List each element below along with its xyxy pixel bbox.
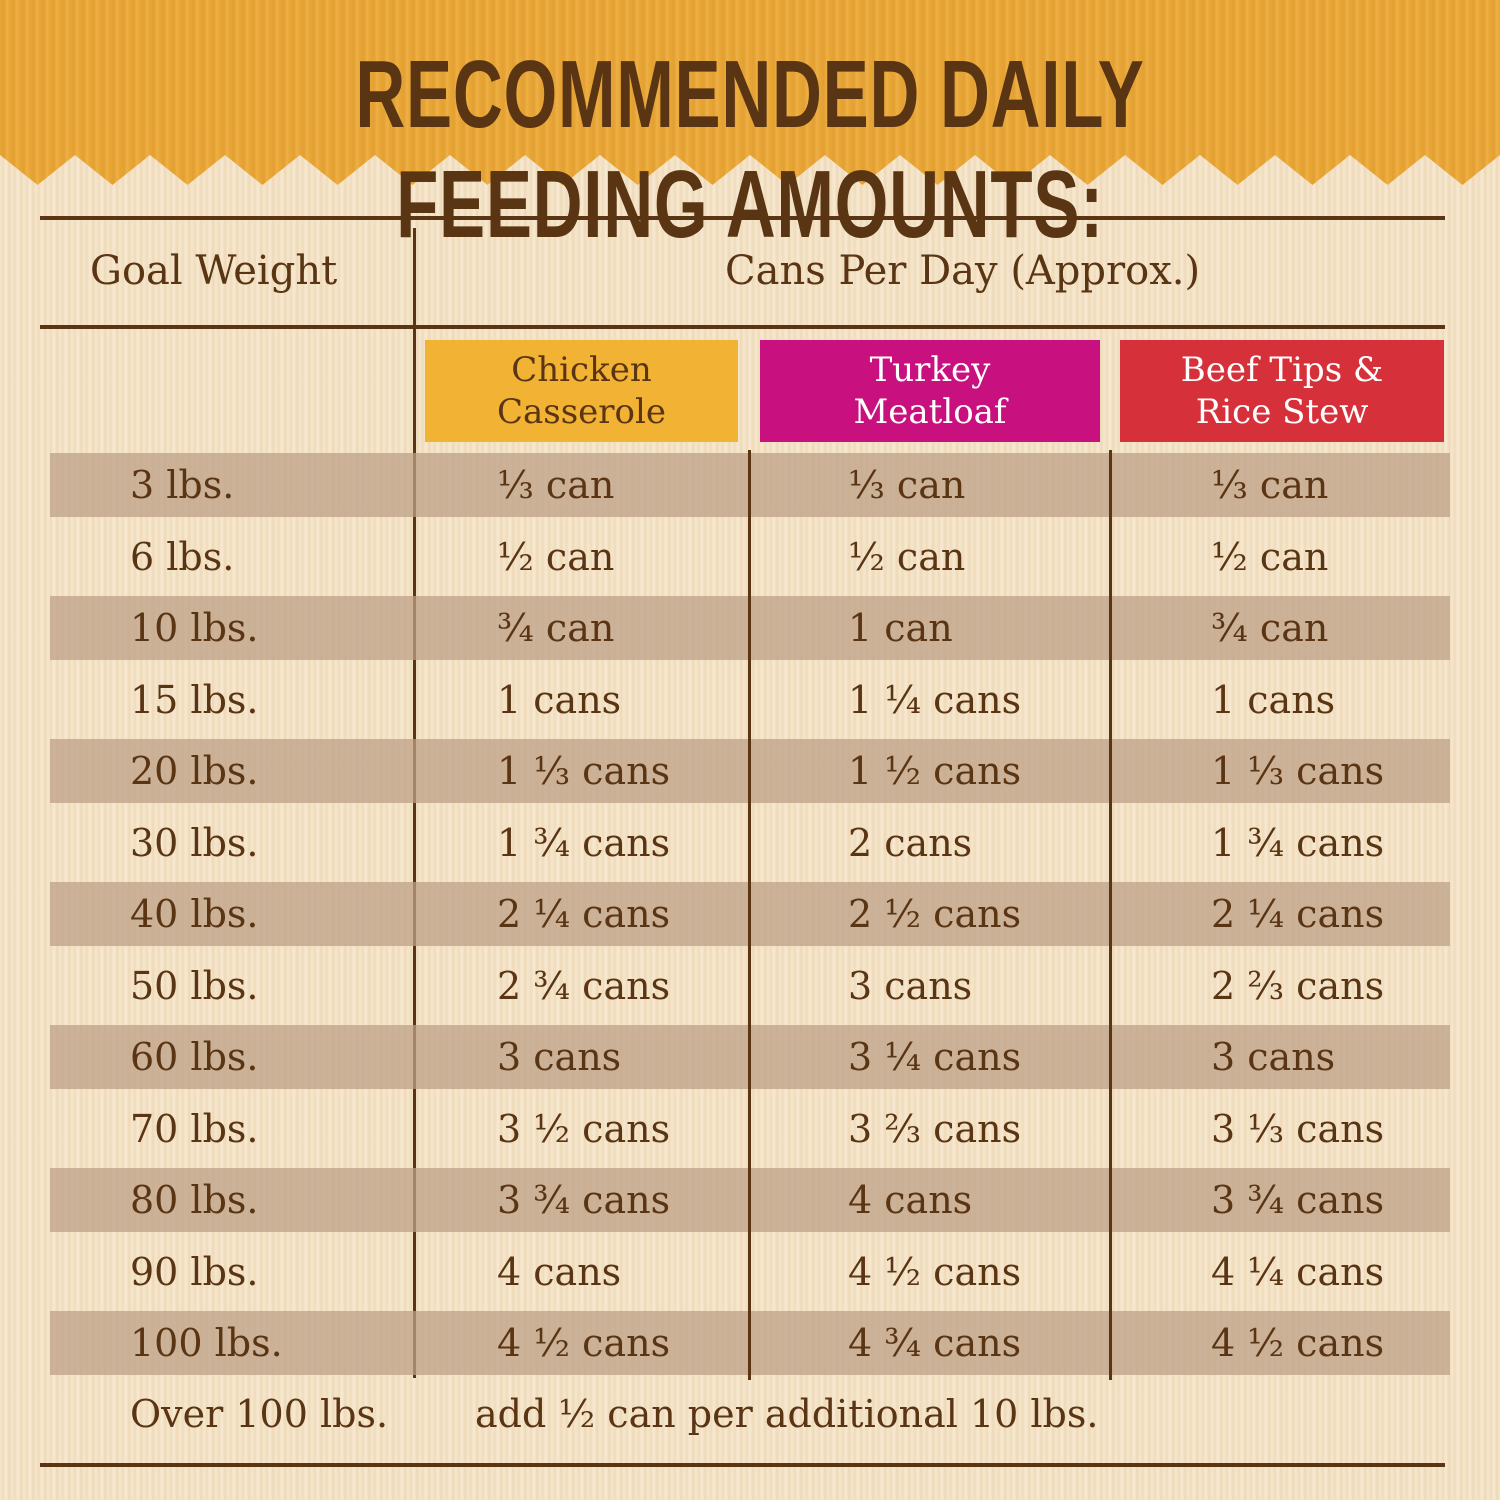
amount-cell: 2 cans	[848, 820, 973, 865]
amount-cell: 4 ½ cans	[1211, 1321, 1385, 1365]
amount-cell: ½ can	[497, 534, 615, 579]
weight-cell: 50 lbs.	[130, 963, 259, 1008]
amount-cell: 4 cans	[848, 1178, 973, 1222]
weight-cell: 30 lbs.	[130, 820, 259, 865]
amount-cell: 1 ½ cans	[848, 749, 1022, 793]
amount-cell: 1 ¾ cans	[1211, 820, 1385, 865]
amount-cell: 1 cans	[1211, 677, 1336, 722]
bottom-rule	[40, 1463, 1445, 1467]
column-divider	[748, 450, 751, 1380]
weight-cell: 6 lbs.	[130, 534, 235, 579]
footer-note: add ½ can per additional 10 lbs.	[475, 1392, 1099, 1436]
product-header-beef-tips-rice-stew: Beef Tips & Rice Stew	[1120, 340, 1444, 442]
weight-cell: 90 lbs.	[130, 1249, 259, 1294]
amount-cell: 4 ¼ cans	[1211, 1249, 1385, 1294]
product-header-turkey-meatloaf: Turkey Meatloaf	[760, 340, 1100, 442]
amount-cell: ⅓ can	[848, 463, 966, 507]
cans-per-day-header: Cans Per Day (Approx.)	[725, 248, 1201, 294]
weight-cell: 3 lbs.	[130, 463, 235, 507]
amount-cell: 4 cans	[497, 1249, 622, 1294]
weight-cell: 20 lbs.	[130, 749, 259, 793]
amount-cell: 3 ¾ cans	[1211, 1178, 1385, 1222]
weight-cell: 60 lbs.	[130, 1035, 259, 1079]
title-banner	[0, 0, 1500, 185]
amount-cell: 4 ¾ cans	[848, 1321, 1022, 1365]
amount-cell: ¾ can	[497, 606, 615, 650]
amount-cell: ⅓ can	[497, 463, 615, 507]
amount-cell: 3 ⅓ cans	[1211, 1106, 1385, 1151]
amount-cell: 2 ⅔ cans	[1211, 963, 1385, 1008]
amount-cell: 1 cans	[497, 677, 622, 722]
amount-cell: 1 can	[848, 606, 953, 650]
product-header-chicken-casserole: Chicken Casserole	[425, 340, 738, 442]
amount-cell: ½ can	[1211, 534, 1329, 579]
amount-cell: 2 ¼ cans	[497, 892, 671, 936]
weight-cell: 15 lbs.	[130, 677, 259, 722]
amount-cell: ⅓ can	[1211, 463, 1329, 507]
amount-cell: 2 ½ cans	[848, 892, 1022, 936]
amount-cell: 3 ¾ cans	[497, 1178, 671, 1222]
top-rule	[40, 216, 1445, 220]
amount-cell: 1 ⅓ cans	[497, 749, 671, 793]
weight-cell: 70 lbs.	[130, 1106, 259, 1151]
amount-cell: 3 ¼ cans	[848, 1035, 1022, 1079]
amount-cell: 3 cans	[1211, 1035, 1336, 1079]
weight-cell: 10 lbs.	[130, 606, 259, 650]
amount-cell: 3 ½ cans	[497, 1106, 671, 1151]
amount-cell: 2 ¾ cans	[497, 963, 671, 1008]
amount-cell: 3 cans	[497, 1035, 622, 1079]
amount-cell: 2 ¼ cans	[1211, 892, 1385, 936]
weight-cell: 80 lbs.	[130, 1178, 259, 1222]
amount-cell: 3 cans	[848, 963, 973, 1008]
amount-cell: 1 ¼ cans	[848, 677, 1022, 722]
amount-cell: 1 ⅓ cans	[1211, 749, 1385, 793]
column-divider	[413, 228, 416, 1378]
weight-cell: 40 lbs.	[130, 892, 259, 936]
amount-cell: 1 ¾ cans	[497, 820, 671, 865]
column-divider	[1109, 450, 1112, 1380]
page-title: RECOMMENDED DAILY FEEDING AMOUNTS:	[355, 41, 1145, 258]
amount-cell: 4 ½ cans	[848, 1249, 1022, 1294]
amount-cell: ¾ can	[1211, 606, 1329, 650]
header-rule	[40, 325, 1445, 329]
amount-cell: 4 ½ cans	[497, 1321, 671, 1365]
footer-weight: Over 100 lbs.	[130, 1392, 389, 1436]
goal-weight-header: Goal Weight	[90, 248, 338, 294]
amount-cell: ½ can	[848, 534, 966, 579]
weight-cell: 100 lbs.	[130, 1321, 283, 1365]
amount-cell: 3 ⅔ cans	[848, 1106, 1022, 1151]
